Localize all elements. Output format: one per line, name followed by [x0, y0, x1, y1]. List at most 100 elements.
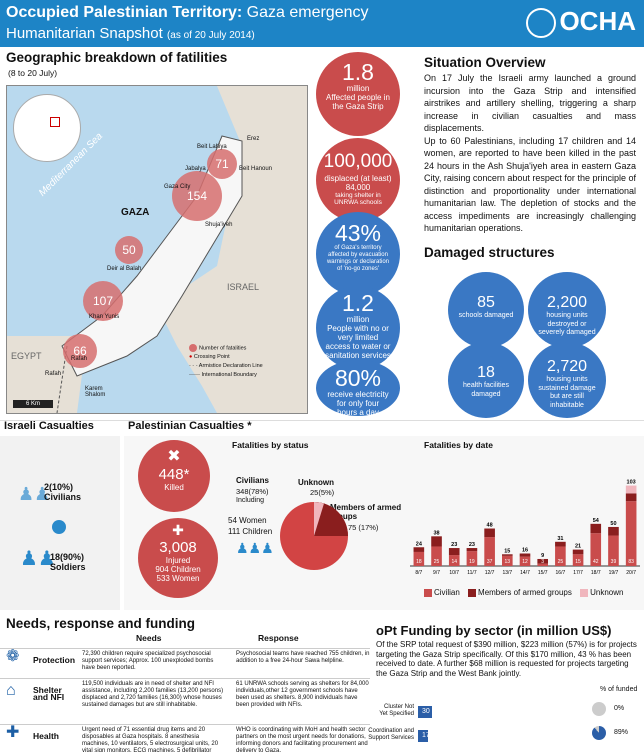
israeli-civilians-label: Civilians — [44, 492, 82, 502]
map-section-subtitle: (8 to 20 July) — [8, 68, 58, 78]
place-label: Gaza City — [164, 184, 191, 190]
israeli-pie — [52, 520, 66, 534]
bar-segment-label: 15 — [575, 559, 581, 565]
killed-bubble: ✖ 448* Killed — [138, 440, 210, 512]
bar-segment-label: 42 — [593, 559, 599, 565]
bar-segment-label: 83 — [628, 559, 634, 565]
civilian-person-icon: ♟♟ — [18, 484, 51, 504]
funded-pie-icon — [592, 702, 606, 716]
killed-icon: ✖ — [167, 448, 181, 465]
bar-segment-1 — [413, 547, 425, 552]
bar-chart-legend: Civilian Members of armed groups Unknown — [424, 588, 623, 597]
shelter-response: 61 UNRWA schools serving as shelters for… — [236, 681, 369, 708]
needs-title: Needs, response and funding — [6, 616, 196, 631]
fatalities-by-date-chart: 18 24 8/7 25 38 9/7 14 23 10/7 19 23 11/7 37 48 12/7 13… — [410, 480, 640, 576]
women-children-icon: ♟♟♟ — [236, 540, 274, 556]
bar-total-label: 48 — [487, 523, 493, 529]
fatality-circle-khan-yunis: 107 — [83, 281, 123, 321]
bar-segment-0 — [625, 501, 637, 566]
israeli-soldiers-label: Soldiers — [50, 562, 86, 572]
place-label: Khan Yunis — [89, 314, 120, 320]
bar-segment-0 — [537, 563, 548, 566]
bar-segment-0 — [519, 556, 531, 566]
map-legend: Number of fatalities ● Crossing Point - … — [189, 344, 263, 380]
protection-response: Psychosocial teams have reached 755 chil… — [236, 651, 370, 664]
globe-inset — [13, 94, 81, 162]
bar-segment-2 — [625, 485, 637, 494]
legend-armed-swatch — [468, 588, 477, 597]
bar-segment-label: 25 — [434, 559, 440, 565]
funding-title: oPt Funding by sector (in million US$) — [376, 623, 612, 638]
fatality-circle-gaza-city: 154 — [172, 171, 222, 221]
scale-bar: 6 Km — [13, 400, 53, 408]
bar-segment-0 — [431, 546, 442, 566]
bar-segment-1 — [448, 548, 460, 556]
bar-total-label: 23 — [469, 542, 475, 548]
palestinian-casualties-title: Palestinian Casualties * — [128, 420, 252, 432]
bar-segment-1 — [625, 493, 637, 502]
situation-paragraph: Up to 60 Palestinians, including 17 chil… — [424, 135, 636, 234]
sector-label: Coordination and Support Services — [368, 728, 414, 741]
place-label: Rafah — [45, 371, 62, 377]
stat-territory: 43% of Gaza's territory affected by evac… — [316, 212, 400, 296]
israeli-civilians-count: 2(10%) — [44, 482, 74, 492]
soldier-person-icon: ♟♟ — [20, 548, 56, 570]
fatality-circle-deir-al-balah: 50 — [115, 236, 143, 264]
bar-segment-1 — [484, 528, 495, 538]
x-tick-label: 20/7 — [626, 570, 636, 576]
bar-segment-0 — [448, 555, 460, 566]
page-subtitle: Humanitarian Snapshot (as of 20 July 201… — [6, 25, 255, 42]
needs-row-protection: ❁ Protection 72,390 children require spe… — [0, 648, 370, 675]
sector-label: Cluster Not Yet Specified — [379, 704, 414, 717]
children-count: 111 Children — [228, 527, 273, 536]
damaged-health-facilities: 18 health facilities damaged — [448, 342, 524, 418]
bar-segment-label: 12 — [522, 559, 528, 565]
sector-bar: 30 — [418, 706, 432, 718]
injured-bubble: ✚ 3,008 Injured 904 Children 533 Women — [138, 518, 218, 598]
legend-unknown-swatch — [580, 588, 589, 597]
needs-row-health: ✚ Health Urgent need of 71 essential dru… — [0, 724, 370, 752]
place-label: Beit Lahiya — [197, 144, 227, 150]
armed-value: 75 (17%) — [348, 523, 379, 532]
situation-paragraph: On 17 July the Israeli army launched a g… — [424, 73, 636, 133]
bar-segment-label: 25 — [558, 559, 564, 565]
bar-segment-label: 18 — [416, 559, 422, 565]
bar-segment-0 — [555, 546, 566, 566]
globe-marker — [50, 117, 60, 127]
x-tick-label: 9/7 — [433, 570, 440, 576]
x-tick-label: 13/7 — [502, 570, 512, 576]
bar-total-label: 23 — [451, 542, 457, 548]
legend-item: ● Crossing Point — [189, 354, 230, 361]
gaza-label: GAZA — [121, 207, 150, 218]
legend-item: Number of fatalities — [189, 344, 263, 353]
health-need: Urgent need of 71 essential drug items a… — [82, 727, 219, 752]
bar-segment-1 — [502, 554, 513, 556]
place-label: Beit Hanoun — [239, 166, 273, 172]
bar-segment-1 — [537, 558, 548, 564]
bar-segment-1 — [519, 553, 531, 557]
header-banner: Occupied Palestinian Territory: Gaza eme… — [0, 0, 644, 47]
fatality-circle-north: 71 — [207, 149, 237, 179]
divider — [0, 420, 644, 435]
armed-label: Members of armed groups — [330, 503, 402, 521]
including-label: Including — [236, 497, 265, 504]
sector-pct: 89% — [614, 729, 629, 736]
injured-icon: ✚ — [172, 522, 184, 538]
legend-item: - - - Armistice Declaration Line — [189, 363, 263, 370]
response-col-header: Response — [258, 633, 299, 643]
bar-total-label: 24 — [416, 541, 423, 547]
bar-segment-label: 37 — [487, 559, 493, 565]
ocha-logo: OCHA — [526, 6, 636, 39]
bar-segment-1 — [572, 549, 584, 555]
bar-segment-0 — [590, 533, 602, 566]
needs-col-header: Needs — [136, 633, 162, 643]
pie-slice-armed — [314, 502, 348, 536]
situation-text: On 17 July the Israeli army launched a g… — [424, 72, 636, 235]
bar-segment-label: 14 — [451, 559, 457, 565]
sector-pct: 0% — [614, 705, 625, 712]
legend-item: —— International Boundary — [189, 372, 257, 379]
dashed-line-icon: - - - — [189, 363, 198, 370]
x-tick-label: 19/7 — [609, 570, 619, 576]
bar-total-label: 103 — [627, 480, 636, 486]
x-tick-label: 17/7 — [573, 570, 583, 576]
